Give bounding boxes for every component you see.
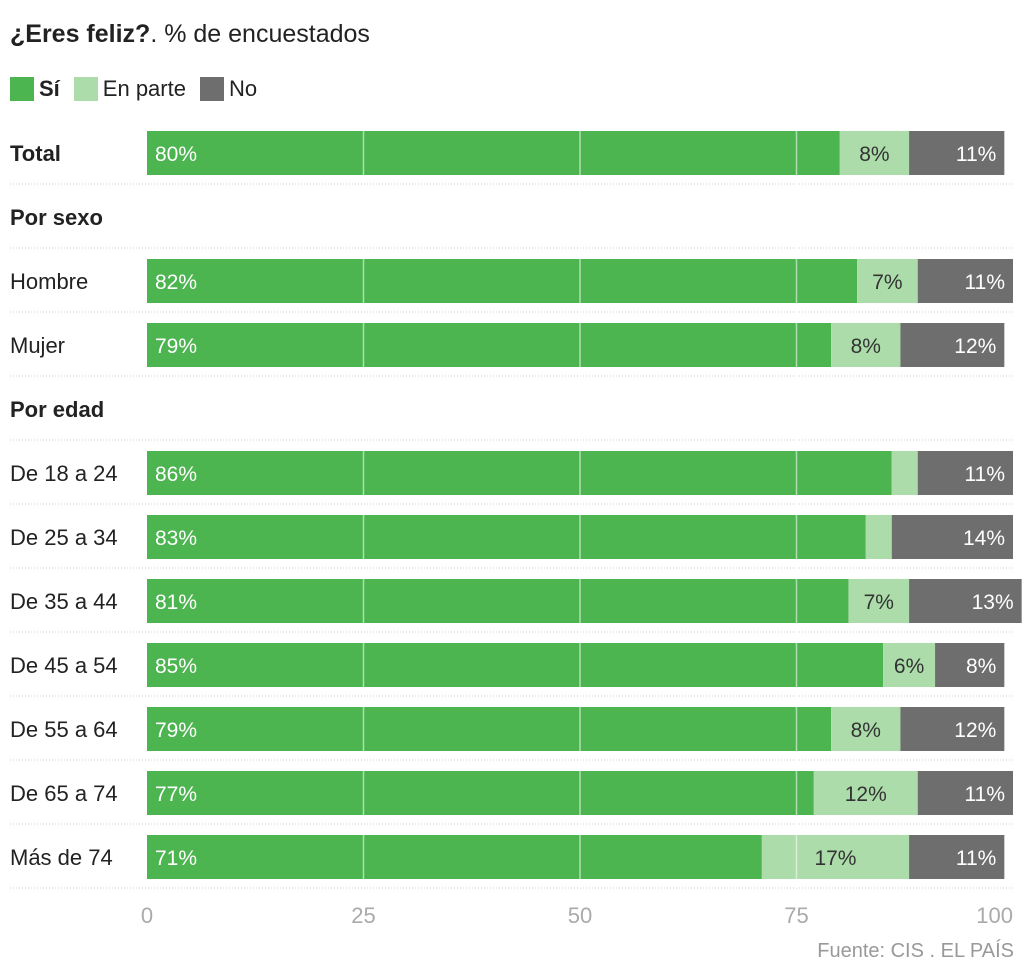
bar-segment-no bbox=[900, 323, 1005, 367]
bar-segment-si bbox=[147, 707, 832, 751]
x-tick-label: 100 bbox=[976, 903, 1013, 928]
bar-segment-en-parte bbox=[831, 707, 901, 751]
bars-layer bbox=[10, 131, 1022, 889]
data-label: 77% bbox=[155, 783, 197, 806]
group-heading: Por sexo bbox=[10, 205, 103, 230]
bar-segment-no bbox=[900, 707, 1005, 751]
x-tick-label: 25 bbox=[351, 903, 375, 928]
data-label: 82% bbox=[155, 271, 197, 294]
bar-segment-no bbox=[909, 131, 1005, 175]
data-label: 8% bbox=[851, 719, 881, 742]
data-label: 79% bbox=[155, 335, 197, 358]
legend-label-no: No bbox=[228, 76, 258, 101]
data-label: 81% bbox=[155, 591, 197, 614]
bar-segment-no bbox=[917, 771, 1013, 815]
bar-segment-en-parte bbox=[865, 515, 892, 559]
data-label: 7% bbox=[872, 271, 902, 294]
x-tick-label: 0 bbox=[141, 903, 153, 928]
bar-segment-en-parte bbox=[848, 579, 910, 623]
bar-segment-si bbox=[147, 771, 814, 815]
data-label: 11% bbox=[956, 847, 996, 870]
data-label: 8% bbox=[859, 143, 889, 166]
bar-segment-si bbox=[147, 515, 866, 559]
x-tick-label: 50 bbox=[568, 903, 592, 928]
bar-segment-si bbox=[147, 643, 884, 687]
chart-title: ¿Eres feliz?. % de encuestados bbox=[10, 20, 370, 49]
data-label: 8% bbox=[851, 335, 881, 358]
bar-segment-si bbox=[147, 131, 840, 175]
legend-swatch-en-parte bbox=[73, 77, 98, 101]
bar-segment-no bbox=[917, 451, 1013, 495]
data-label: 79% bbox=[155, 719, 197, 742]
category-label: Hombre bbox=[10, 269, 88, 294]
bar-segment-en-parte bbox=[761, 835, 910, 879]
category-label: Mujer bbox=[10, 333, 65, 358]
category-label: De 55 a 64 bbox=[10, 717, 118, 742]
data-label: 11% bbox=[956, 143, 996, 166]
bar-segment-si bbox=[147, 835, 762, 879]
data-label: 12% bbox=[845, 783, 887, 806]
data-label: 11% bbox=[965, 463, 1005, 486]
legend-swatch-si bbox=[10, 77, 34, 101]
legend-item-en-parte: En parte bbox=[73, 76, 186, 102]
gridlines-layer bbox=[362, 120, 798, 888]
data-label: 8% bbox=[966, 655, 996, 678]
legend-item-no: No bbox=[199, 76, 258, 102]
legend-label-en-parte: En parte bbox=[102, 76, 186, 101]
source-credit: Fuente: CIS . EL PAÍS bbox=[817, 940, 1014, 962]
data-label: 14% bbox=[963, 527, 1005, 550]
legend: Sí En parte No bbox=[10, 76, 271, 102]
category-label: De 65 a 74 bbox=[10, 781, 118, 806]
data-label: 71% bbox=[155, 847, 197, 870]
data-label: 6% bbox=[894, 655, 924, 678]
bar-segment-en-parte bbox=[831, 323, 901, 367]
category-label: De 35 a 44 bbox=[10, 589, 118, 614]
legend-item-si: Sí bbox=[10, 76, 60, 102]
bar-segment-si bbox=[147, 259, 858, 303]
bar-segment-si bbox=[147, 323, 832, 367]
bar-segment-no bbox=[891, 515, 1013, 559]
category-label: Total bbox=[10, 141, 61, 166]
x-tick-label: 75 bbox=[784, 903, 808, 928]
bar-segment-si bbox=[147, 451, 892, 495]
bar-segment-no bbox=[935, 643, 1005, 687]
bar-segment-en-parte bbox=[813, 771, 918, 815]
bar-segment-en-parte bbox=[891, 451, 918, 495]
chart-title-bold: ¿Eres feliz? bbox=[10, 20, 151, 48]
data-label: 12% bbox=[954, 335, 996, 358]
category-label: De 45 a 54 bbox=[10, 653, 118, 678]
labels-layer: Total 80% 8% 11% Por sexo Hombre 82% 7% 11% Mujer… bbox=[10, 141, 1014, 928]
group-heading: Por edad bbox=[10, 397, 104, 422]
data-label: 13% bbox=[972, 591, 1014, 614]
category-label: De 25 a 34 bbox=[10, 525, 118, 550]
data-label: 12% bbox=[954, 719, 996, 742]
bar-segment-no bbox=[909, 835, 1005, 879]
category-label: De 18 a 24 bbox=[10, 461, 118, 486]
data-label: 11% bbox=[965, 783, 1005, 806]
data-label: 17% bbox=[814, 847, 856, 870]
bar-segment-no bbox=[909, 579, 1022, 623]
data-label: 80% bbox=[155, 143, 197, 166]
data-label: 7% bbox=[864, 591, 894, 614]
bar-segment-en-parte bbox=[883, 643, 936, 687]
bar-segment-no bbox=[917, 259, 1013, 303]
bar-segment-si bbox=[147, 579, 849, 623]
category-label: Más de 74 bbox=[10, 845, 113, 870]
data-label: 85% bbox=[155, 655, 197, 678]
data-label: 11% bbox=[965, 271, 1005, 294]
legend-swatch-no bbox=[199, 77, 224, 101]
data-label: 83% bbox=[155, 527, 197, 550]
chart-title-rest: . % de encuestados bbox=[150, 20, 370, 48]
bar-segment-en-parte bbox=[857, 259, 918, 303]
data-label: 86% bbox=[155, 463, 197, 486]
legend-label-si: Sí bbox=[39, 76, 60, 101]
bar-segment-en-parte bbox=[839, 131, 910, 175]
